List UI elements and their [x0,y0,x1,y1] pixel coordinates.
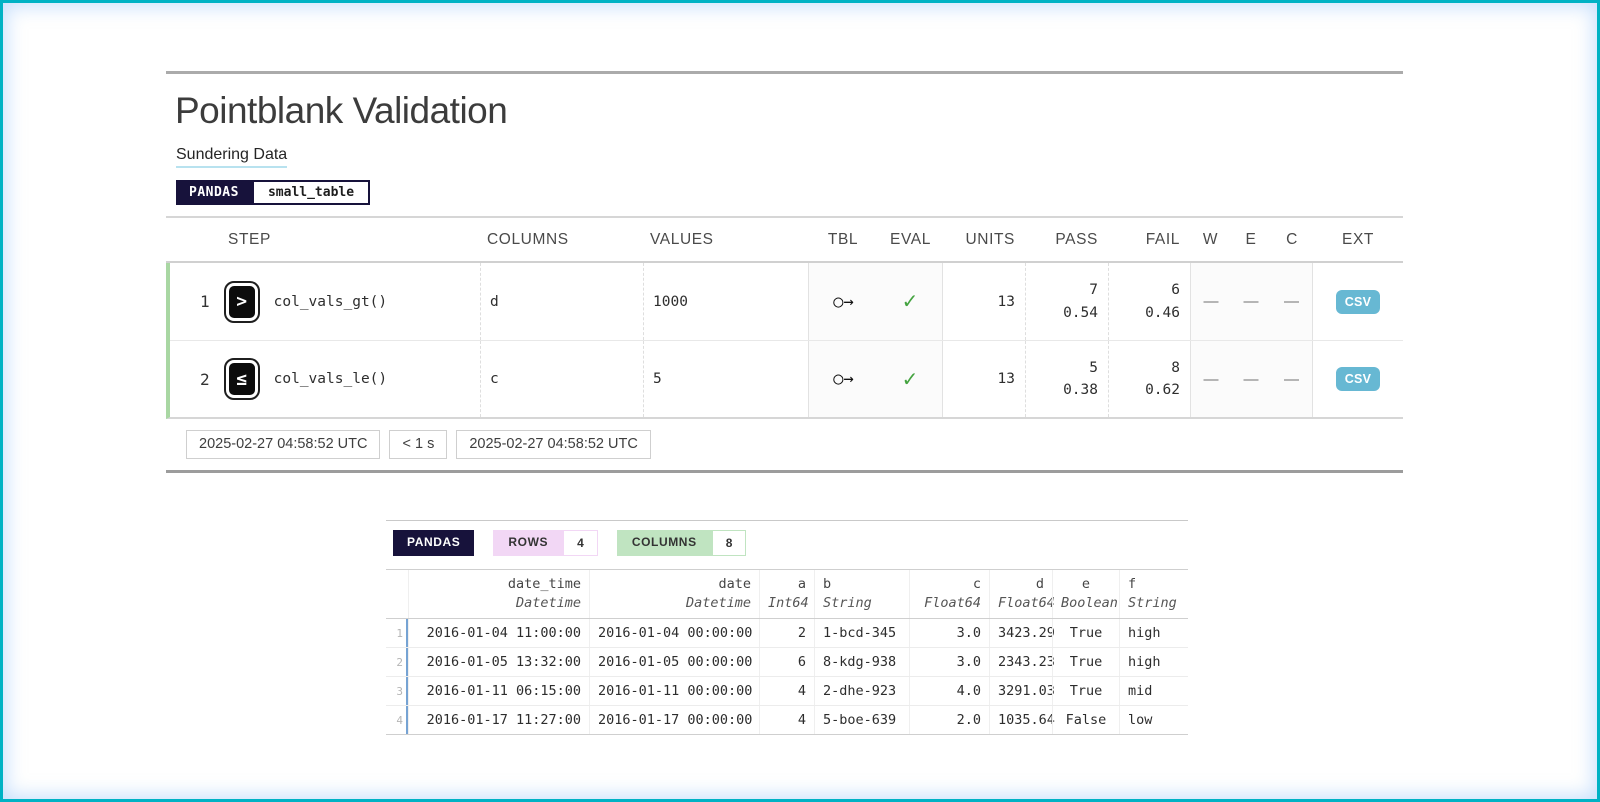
units-value: 13 [997,371,1015,387]
engine-badge: PANDAS [393,530,475,556]
columns-value: d [480,263,643,340]
assertion-name: col_vals_gt() [273,293,388,310]
pass-value: 7 0.54 [1025,263,1108,340]
col-header-columns: COLUMNS [487,231,569,248]
step-number: 2 [200,369,210,389]
validation-end-time: 2025-02-27 04:58:52 UTC [456,430,651,459]
page-title: Pointblank Validation [175,90,508,131]
col-d: d [1035,576,1044,592]
step-number: 1 [200,292,210,311]
col-header-eval: EVAL [890,231,931,248]
report-bottom-rule [166,470,1403,473]
validation-duration: < 1 s [389,430,448,459]
col-vals-gt-icon: > [223,280,260,323]
rows-badge: ROWS 4 [493,530,598,556]
col-header-ext: EXT [1342,231,1374,248]
error-state: — [1231,263,1271,340]
engine-badge: PANDAS [176,180,252,205]
col-header-w: W [1202,231,1219,248]
table-name-badge: small_table [251,180,371,205]
col-b: b [823,576,832,592]
col-e: e [1081,576,1091,592]
row-number: 3 [386,677,408,705]
col-date-time: date_time [507,576,581,592]
col-header-units: UNITS [965,231,1015,248]
col-vals-le-icon: ≤ [223,358,260,400]
table-unchanged-icon: ○→ [808,263,878,340]
warning-state: — [1190,263,1231,340]
values-value: 5 [643,341,808,417]
columns-value: c [480,341,643,417]
units-value: 13 [997,293,1015,310]
validation-table-body: 1 > col_vals_gt() d 1000 ○→ ✓ 13 7 0.54 6… [166,263,1403,419]
fail-value: 6 0.46 [1108,263,1190,340]
table-row: 2 2016-01-05 13:32:00 2016-01-05 00:00:0… [386,648,1188,677]
row-number: 1 [386,619,408,647]
validation-table-header: STEP COLUMNS VALUES TBL EVAL UNITS PASS … [166,216,1403,263]
data-preview: PANDAS ROWS 4 COLUMNS 8 date_time Datetim… [386,520,1188,735]
col-c: c [972,576,981,592]
eval-check-icon: ✓ [878,263,943,340]
col-f: f [1128,576,1137,592]
validation-row: 1 > col_vals_gt() d 1000 ○→ ✓ 13 7 0.54 6… [170,263,1403,340]
rows-count: 4 [563,530,598,556]
error-state: — [1231,341,1271,417]
validation-row: 2 ≤ col_vals_le() c 5 ○→ ✓ 13 5 0.38 8 0.6… [170,340,1403,417]
eval-check-icon: ✓ [878,341,943,417]
col-header-values: VALUES [650,231,714,248]
fail-value: 8 0.62 [1108,341,1190,417]
report-top-rule [166,71,1403,74]
col-header-pass: PASS [1055,231,1098,248]
table-row: 3 2016-01-11 06:15:00 2016-01-11 00:00:0… [386,677,1188,706]
row-number: 2 [386,648,408,676]
preview-badges: PANDAS ROWS 4 COLUMNS 8 [393,530,1188,556]
csv-download-button[interactable]: CSV [1335,367,1381,391]
values-value: 1000 [643,263,808,340]
critical-state: — [1271,263,1313,340]
columns-count: 8 [711,530,747,556]
report-footer: 2025-02-27 04:58:52 UTC < 1 s 2025-02-27… [186,430,1403,459]
report-subtitle: Sundering Data [176,146,288,168]
col-header-fail: FAIL [1145,231,1180,248]
col-a: a [797,576,806,592]
csv-download-button[interactable]: CSV [1335,289,1381,314]
critical-state: — [1271,341,1313,417]
col-header-c: C [1286,231,1298,248]
warning-state: — [1190,341,1231,417]
table-unchanged-icon: ○→ [808,341,878,417]
col-header-step: STEP [228,231,271,248]
assertion-name: col_vals_le() [273,371,388,387]
validation-start-time: 2025-02-27 04:58:52 UTC [186,430,381,459]
report-badges: PANDAS small_table [176,180,1403,205]
row-number: 4 [386,706,408,734]
table-row: 1 2016-01-04 11:00:00 2016-01-04 00:00:0… [386,619,1188,648]
col-header-tbl: TBL [827,231,859,248]
col-header-e: E [1245,231,1257,248]
preview-top-rule [386,520,1188,521]
columns-badge: COLUMNS 8 [616,530,747,556]
table-row: 4 2016-01-17 11:27:00 2016-01-17 00:00:0… [386,706,1188,735]
validation-report: Pointblank Validation Sundering Data PAN… [166,71,1403,473]
col-date: date [718,576,751,592]
pass-value: 5 0.38 [1025,341,1108,417]
